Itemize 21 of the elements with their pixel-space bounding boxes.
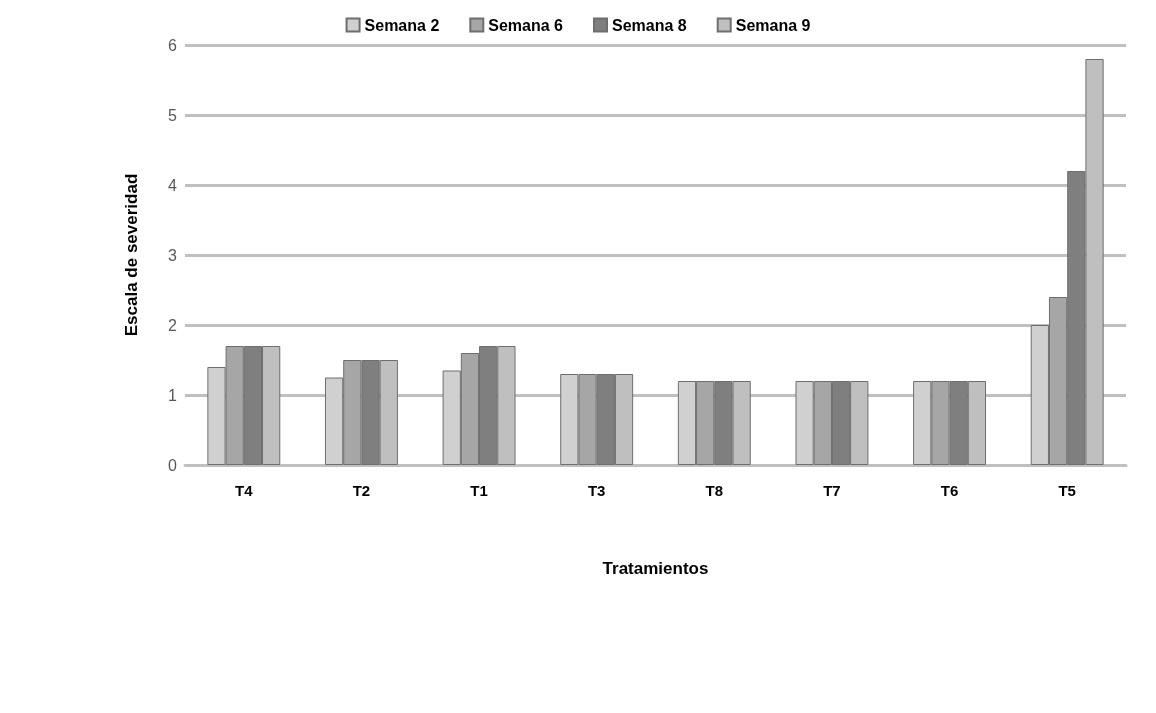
y-tick-label: 1 xyxy=(168,386,178,404)
legend-label: Semana 2 xyxy=(364,16,440,34)
x-axis-title: Tratamientos xyxy=(602,559,709,578)
x-tick-label: T5 xyxy=(1058,482,1076,499)
y-axis-title: Escala de severidad xyxy=(122,173,141,337)
x-tick-label: T3 xyxy=(587,482,606,499)
x-tick-label: T6 xyxy=(940,482,959,499)
x-tick-label: T1 xyxy=(470,482,488,499)
y-tick-label: 3 xyxy=(168,246,178,264)
legend-label: Semana 8 xyxy=(612,16,687,34)
y-tick-label: 0 xyxy=(168,456,178,474)
y-tick-label: 4 xyxy=(168,176,178,194)
x-tick-label: T8 xyxy=(705,482,724,499)
x-tick-label: T4 xyxy=(235,482,254,499)
x-tick-label: T2 xyxy=(352,482,371,499)
legend-label: Semana 9 xyxy=(735,16,811,34)
legend-label: Semana 6 xyxy=(488,16,564,34)
y-tick-label: 6 xyxy=(168,36,178,54)
y-tick-label: 5 xyxy=(168,106,178,124)
x-tick-label: T7 xyxy=(823,482,841,499)
y-tick-label: 2 xyxy=(168,316,178,334)
